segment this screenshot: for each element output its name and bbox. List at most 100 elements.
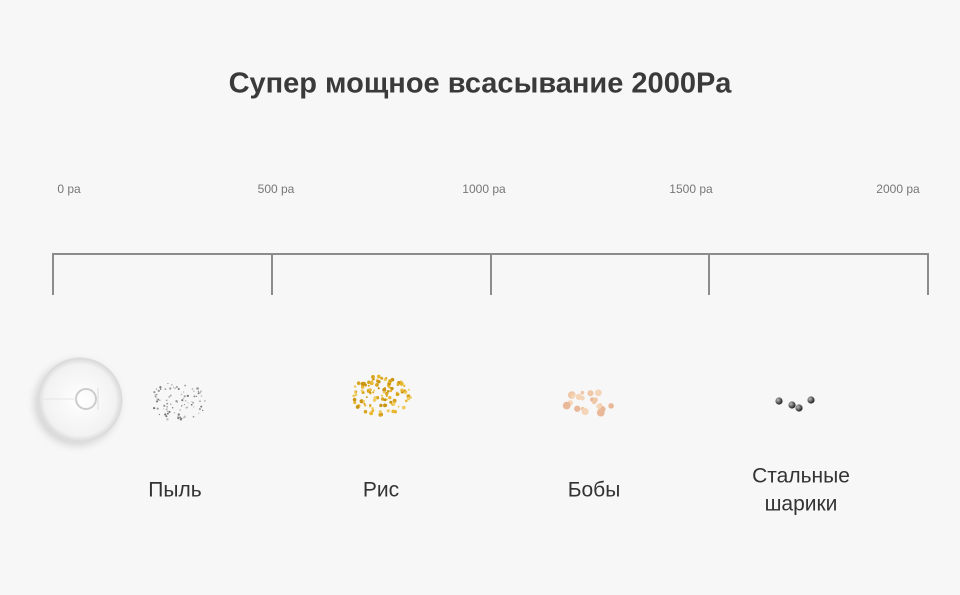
particle (171, 384, 173, 386)
particle (392, 398, 397, 403)
steel-ball (795, 404, 803, 412)
particle (594, 389, 602, 397)
particle (170, 394, 172, 397)
item-label: Стальные (752, 465, 850, 488)
particle (184, 415, 186, 417)
particle (384, 391, 389, 396)
particle (368, 388, 372, 392)
particle (352, 397, 357, 402)
particle (384, 403, 388, 407)
particle (198, 412, 200, 414)
particle (173, 386, 175, 388)
particle (153, 390, 156, 394)
particle (368, 391, 372, 394)
particle (175, 386, 178, 389)
particle (182, 397, 185, 400)
particle (581, 408, 589, 416)
scale-label: 0 pa (57, 182, 81, 196)
particle (389, 389, 393, 393)
particle (360, 385, 365, 389)
particle (404, 391, 407, 395)
particle (177, 416, 180, 420)
particle (377, 380, 381, 384)
particle (175, 399, 178, 403)
particle (195, 395, 197, 398)
scale-label: 1500 pa (669, 182, 713, 196)
particle (379, 403, 383, 408)
particle (352, 394, 356, 398)
particle (193, 395, 196, 398)
particle (201, 409, 204, 412)
particle (166, 418, 169, 421)
particle (409, 396, 413, 399)
particle (163, 408, 165, 410)
particle (180, 393, 183, 396)
particle (159, 386, 162, 389)
particle (204, 400, 206, 402)
particle (580, 390, 585, 395)
particle (183, 395, 186, 398)
particle (187, 402, 189, 404)
particle (367, 380, 371, 385)
particle (159, 399, 161, 401)
particle (363, 409, 368, 414)
steel-ball (788, 401, 796, 409)
particle (364, 383, 367, 387)
particle (192, 401, 194, 404)
particle (193, 390, 195, 393)
particle (157, 389, 160, 393)
particle (367, 384, 370, 387)
particle (371, 375, 375, 379)
particle (390, 386, 394, 391)
particle (155, 400, 158, 403)
particle (360, 389, 364, 393)
particle (156, 398, 159, 400)
particle (154, 395, 157, 398)
particle (181, 399, 184, 402)
particle (389, 400, 393, 404)
steel-ball (775, 397, 783, 405)
particle (166, 402, 169, 405)
particle (373, 389, 376, 392)
particle (177, 415, 179, 418)
particle (354, 391, 357, 394)
particle (186, 406, 189, 409)
particle (186, 394, 189, 398)
item-label: Пыль (148, 479, 201, 502)
particle (399, 380, 403, 383)
particle (393, 410, 398, 414)
particle (380, 397, 385, 401)
particle (179, 417, 183, 420)
particle (371, 407, 374, 410)
particle (596, 403, 602, 410)
particle (184, 399, 187, 402)
particle (359, 399, 364, 404)
particle (190, 403, 193, 406)
particle (378, 410, 382, 414)
particle (382, 391, 386, 394)
particle (388, 396, 392, 400)
particle (166, 412, 169, 415)
particle (166, 410, 169, 413)
particle (392, 402, 396, 406)
particle (177, 387, 180, 390)
title: Супер мощное всасывание 2000Pa (229, 68, 733, 100)
particle (176, 401, 178, 403)
particle (168, 395, 171, 399)
particle (592, 397, 598, 403)
particle (183, 404, 185, 406)
particle (191, 387, 194, 390)
particle (353, 385, 357, 388)
particle (163, 404, 166, 407)
particle (403, 384, 406, 388)
particle (397, 405, 400, 408)
robot-icon (37, 357, 123, 443)
particle (193, 406, 195, 408)
item-label: шарики (765, 493, 838, 516)
particle (152, 407, 156, 410)
particle (165, 415, 168, 418)
particle (199, 400, 201, 402)
particle (388, 379, 393, 383)
particle (388, 385, 391, 389)
